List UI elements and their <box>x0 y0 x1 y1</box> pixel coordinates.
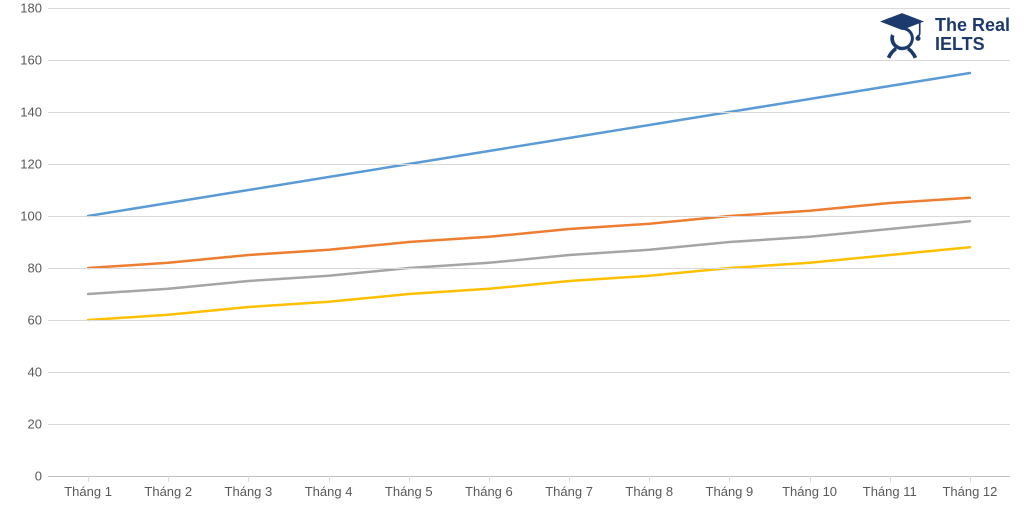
y-axis-tick-label: 140 <box>20 105 42 120</box>
brand-logo: The Real IELTS <box>875 8 1010 62</box>
y-axis-tick-label: 100 <box>20 209 42 224</box>
x-axis-tick-label: Tháng 2 <box>144 484 192 499</box>
gridline <box>48 372 1010 373</box>
y-axis-tick-label: 0 <box>35 469 42 484</box>
y-axis-tick-label: 120 <box>20 157 42 172</box>
x-axis-tick-label: Tháng 9 <box>706 484 754 499</box>
x-axis-tick-mark <box>649 476 650 482</box>
gridline <box>48 320 1010 321</box>
gridline <box>48 60 1010 61</box>
x-axis-tick-label: Tháng 3 <box>225 484 273 499</box>
gridline <box>48 476 1010 477</box>
y-axis-tick-label: 40 <box>28 365 42 380</box>
x-axis-tick-label: Tháng 8 <box>625 484 673 499</box>
x-axis-tick-label: Tháng 5 <box>385 484 433 499</box>
y-axis-tick-label: 20 <box>28 417 42 432</box>
gridline <box>48 424 1010 425</box>
x-axis-tick-mark <box>729 476 730 482</box>
x-axis-tick-mark <box>890 476 891 482</box>
brand-line-2: IELTS <box>935 35 1010 54</box>
x-axis-tick-label: Tháng 12 <box>942 484 997 499</box>
x-axis-tick-mark <box>168 476 169 482</box>
x-axis-tick-mark <box>88 476 89 482</box>
gridline <box>48 112 1010 113</box>
x-axis-tick-mark <box>329 476 330 482</box>
gridline <box>48 8 1010 9</box>
x-axis-tick-mark <box>569 476 570 482</box>
x-axis-tick-label: Tháng 4 <box>305 484 353 499</box>
x-axis-tick-mark <box>489 476 490 482</box>
y-axis-tick-label: 180 <box>20 1 42 16</box>
x-axis-tick-mark <box>409 476 410 482</box>
x-axis-tick-label: Tháng 11 <box>863 484 917 499</box>
x-axis-tick-label: Tháng 10 <box>782 484 837 499</box>
series-blue <box>88 73 970 216</box>
y-axis-tick-label: 60 <box>28 313 42 328</box>
gridline <box>48 216 1010 217</box>
x-axis-tick-label: Tháng 7 <box>545 484 593 499</box>
brand-line-1: The Real <box>935 16 1010 35</box>
gridline <box>48 268 1010 269</box>
plot-area: 020406080100120140160180Tháng 1Tháng 2Th… <box>48 8 1010 476</box>
brand-name: The Real IELTS <box>935 16 1010 54</box>
x-axis-tick-mark <box>248 476 249 482</box>
x-axis-tick-label: Tháng 1 <box>64 484 112 499</box>
y-axis-tick-label: 160 <box>20 53 42 68</box>
y-axis-tick-label: 80 <box>28 261 42 276</box>
gridline <box>48 164 1010 165</box>
graduation-cap-icon <box>875 8 929 62</box>
line-chart: 0 20 40 60 80 100 120 140 160 180 Tháng 1 Tháng 2 Th… <box>0 0 1024 512</box>
x-axis-tick-mark <box>970 476 971 482</box>
x-axis-tick-mark <box>810 476 811 482</box>
series-lines <box>48 8 1010 476</box>
x-axis-tick-label: Tháng 6 <box>465 484 513 499</box>
